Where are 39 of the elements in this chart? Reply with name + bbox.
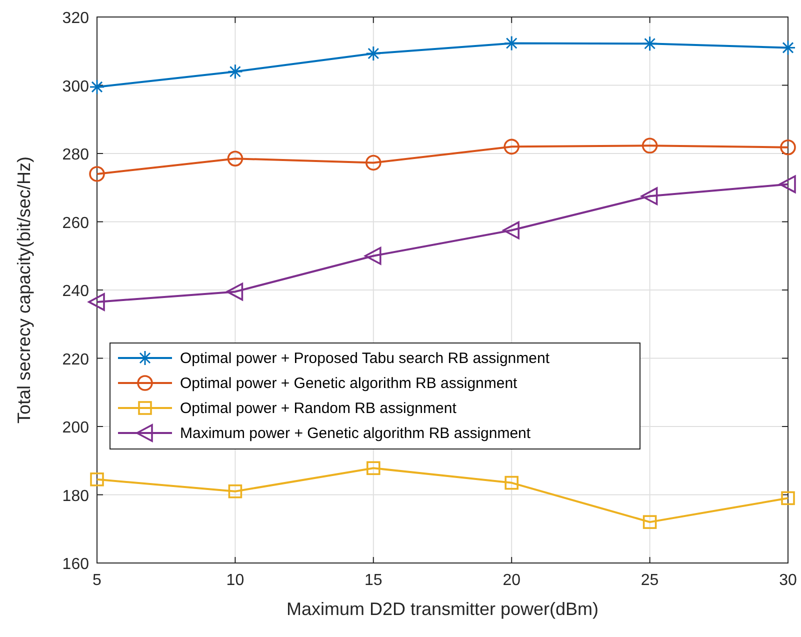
point	[227, 150, 244, 167]
y-tick-label: 260	[62, 214, 90, 232]
y-tick-label: 200	[62, 420, 90, 436]
y-tick-label: 300	[62, 78, 90, 96]
point	[90, 472, 104, 486]
point	[364, 246, 382, 265]
point	[642, 138, 658, 154]
x-tick-label: 20	[502, 572, 521, 589]
point	[779, 175, 796, 194]
legend-label: Maximum power + Genetic algorithm RB assignment	[180, 425, 532, 442]
y-tick-label: 180	[62, 488, 90, 505]
x-tick-label: 5	[92, 572, 102, 589]
point	[781, 491, 795, 506]
point	[89, 166, 105, 182]
x-axis-title: Maximum D2D transmitter power(dBm)	[286, 599, 599, 619]
point	[642, 515, 657, 529]
point	[88, 293, 105, 311]
point	[504, 138, 520, 155]
y-axis-title: Total secrecy capacity(bit/sec/Hz)	[14, 156, 34, 424]
point	[640, 187, 658, 206]
legend-label: Optimal power + Random RB assignment	[180, 400, 458, 417]
point	[366, 461, 380, 476]
y-tick-label: 280	[62, 146, 90, 164]
x-tick-label: 10	[226, 572, 244, 589]
point	[504, 476, 518, 490]
legend-label: Optimal power + Proposed Tabu search RB assignment	[180, 350, 550, 367]
x-tick-label: 25	[640, 572, 659, 589]
y-tick-label: 320	[62, 10, 90, 27]
point	[226, 282, 244, 301]
point	[780, 139, 796, 156]
y-tick-label: 240	[62, 283, 90, 300]
point	[502, 221, 520, 240]
x-tick-label: 30	[779, 572, 797, 589]
point	[228, 484, 242, 498]
legend-label: Optimal power + Genetic algorithm RB assignment	[180, 375, 518, 392]
x-tick-label: 15	[364, 572, 382, 589]
y-tick-label: 220	[62, 351, 90, 368]
point	[366, 154, 382, 171]
y-tick-label: 160	[62, 556, 90, 573]
